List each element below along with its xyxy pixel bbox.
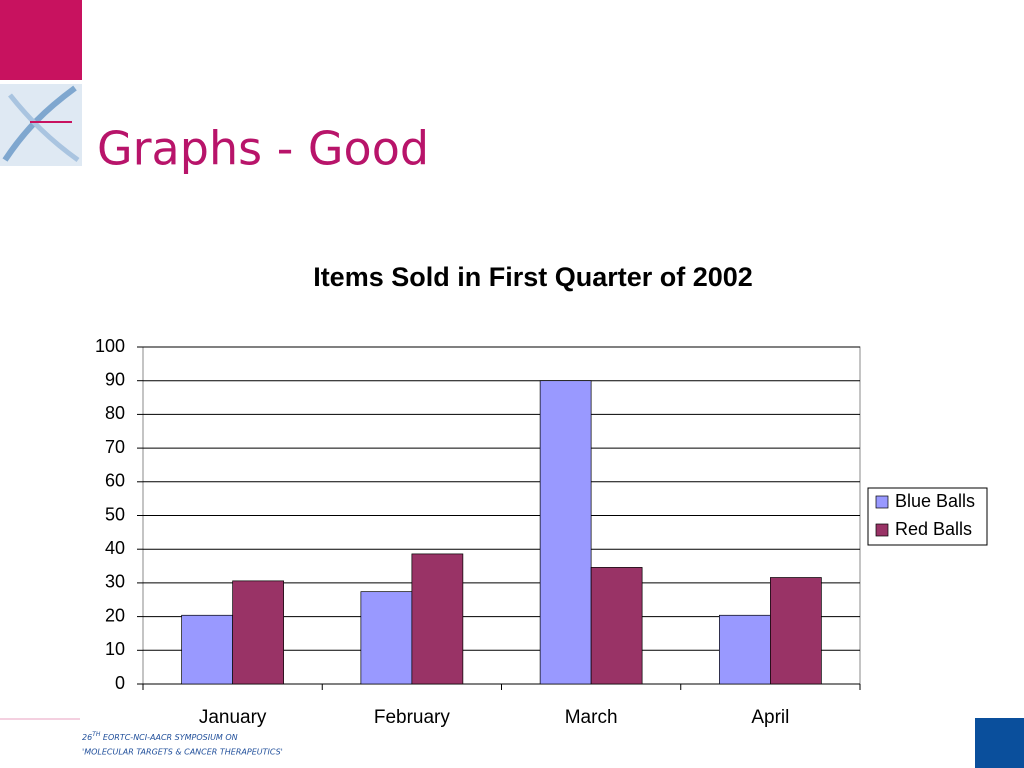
x-tick-label: February <box>374 707 451 728</box>
y-tick-label: 40 <box>105 538 125 558</box>
y-tick-label: 70 <box>105 437 125 457</box>
bar <box>539 380 592 685</box>
bar <box>232 580 284 685</box>
footer-text: TH <box>92 731 101 738</box>
y-tick-label: 0 <box>115 673 125 693</box>
legend-label: Red Balls <box>895 519 972 539</box>
bar <box>360 591 413 685</box>
slide-title: Graphs - Good <box>97 122 429 176</box>
bar <box>719 614 771 685</box>
bar <box>411 553 464 685</box>
y-tick-label: 50 <box>105 504 125 524</box>
corner-block <box>0 0 82 80</box>
y-tick-label: 20 <box>105 605 125 625</box>
y-tick-label: 100 <box>95 336 125 356</box>
dna-image <box>0 84 82 166</box>
y-tick-label: 90 <box>105 369 125 389</box>
x-tick-label: April <box>751 707 789 728</box>
y-tick-label: 30 <box>105 572 125 592</box>
chart-title: Items Sold in First Quarter of 2002 <box>313 262 753 292</box>
legend-swatch <box>875 495 889 509</box>
y-tick-label: 10 <box>105 639 125 659</box>
footer-line: 26TH EORTC-NCI-AACR SYMPOSIUM ON <box>82 731 238 742</box>
footer-text: EORTC-NCI-AACR SYMPOSIUM ON <box>100 733 237 742</box>
bar <box>770 577 822 685</box>
legend-label: Blue Balls <box>895 491 975 511</box>
x-tick-label: January <box>199 707 267 728</box>
x-tick-label: March <box>565 707 618 728</box>
corner-block <box>975 718 1024 768</box>
y-tick-label: 60 <box>105 471 125 491</box>
y-tick-label: 80 <box>105 403 125 423</box>
footer-text: 26 <box>82 733 92 742</box>
bar <box>590 567 643 685</box>
bar <box>181 614 233 685</box>
legend-swatch <box>875 523 889 537</box>
footer-line: 'MOLECULAR TARGETS & CANCER THERAPEUTICS… <box>82 748 283 757</box>
